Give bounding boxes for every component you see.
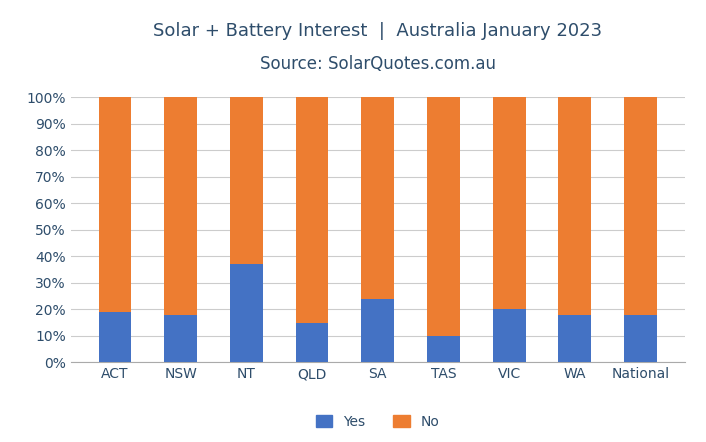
Bar [99,97,131,312]
Bar [427,336,460,362]
Bar [558,97,591,315]
Bar [361,97,394,299]
Bar [164,315,197,362]
Bar [624,315,657,362]
Bar [558,315,591,362]
Bar [164,97,197,315]
Bar [493,309,525,362]
Bar [493,97,525,309]
Bar [361,299,394,362]
Bar [427,97,460,336]
Bar [296,97,328,323]
Bar [230,264,263,362]
Bar [296,323,328,362]
Bar [624,97,657,315]
Bar [99,312,131,362]
Text: Solar + Battery Interest  |  Australia January 2023: Solar + Battery Interest | Australia Jan… [153,22,602,40]
Legend: Yes, No: Yes, No [310,409,445,434]
Text: Source: SolarQuotes.com.au: Source: SolarQuotes.com.au [260,55,496,73]
Bar [230,97,263,264]
